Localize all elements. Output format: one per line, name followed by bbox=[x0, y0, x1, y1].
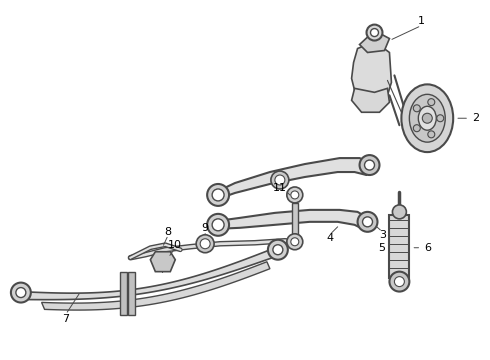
Polygon shape bbox=[218, 158, 371, 199]
Circle shape bbox=[287, 234, 303, 250]
Circle shape bbox=[196, 235, 214, 253]
Text: 1: 1 bbox=[418, 15, 425, 26]
Text: 9: 9 bbox=[201, 223, 209, 233]
Circle shape bbox=[414, 125, 420, 132]
Circle shape bbox=[392, 205, 406, 219]
Circle shape bbox=[212, 219, 224, 231]
Polygon shape bbox=[352, 88, 390, 112]
Polygon shape bbox=[292, 203, 298, 238]
Circle shape bbox=[394, 276, 404, 287]
Circle shape bbox=[367, 24, 383, 41]
Circle shape bbox=[422, 113, 432, 123]
Circle shape bbox=[370, 28, 378, 37]
Circle shape bbox=[428, 99, 435, 105]
Circle shape bbox=[271, 171, 289, 189]
Circle shape bbox=[428, 131, 435, 138]
Polygon shape bbox=[360, 31, 390, 53]
Circle shape bbox=[16, 288, 26, 298]
Text: 3: 3 bbox=[379, 230, 386, 240]
Polygon shape bbox=[42, 262, 270, 310]
Text: 7: 7 bbox=[62, 314, 69, 324]
Circle shape bbox=[414, 105, 420, 112]
Polygon shape bbox=[128, 272, 135, 315]
Circle shape bbox=[363, 217, 372, 227]
Circle shape bbox=[275, 175, 285, 185]
Polygon shape bbox=[121, 272, 127, 315]
Circle shape bbox=[212, 189, 224, 201]
Text: 6: 6 bbox=[424, 243, 431, 253]
Circle shape bbox=[11, 283, 31, 302]
Circle shape bbox=[437, 115, 444, 122]
Circle shape bbox=[291, 238, 299, 246]
Polygon shape bbox=[390, 215, 409, 278]
Circle shape bbox=[200, 239, 210, 249]
Circle shape bbox=[207, 184, 229, 206]
Circle shape bbox=[287, 187, 303, 203]
Ellipse shape bbox=[401, 84, 453, 152]
Circle shape bbox=[360, 155, 379, 175]
Ellipse shape bbox=[409, 94, 445, 142]
Polygon shape bbox=[352, 45, 392, 100]
Text: 8: 8 bbox=[165, 227, 172, 237]
Text: 4: 4 bbox=[326, 233, 333, 243]
Circle shape bbox=[268, 240, 288, 260]
Text: 5: 5 bbox=[378, 243, 385, 253]
Circle shape bbox=[365, 160, 374, 170]
Polygon shape bbox=[19, 247, 281, 300]
Circle shape bbox=[273, 245, 283, 255]
Circle shape bbox=[390, 272, 409, 292]
Ellipse shape bbox=[418, 106, 436, 130]
Text: 11: 11 bbox=[273, 183, 287, 193]
Text: 10: 10 bbox=[168, 240, 182, 250]
Circle shape bbox=[358, 212, 377, 232]
Circle shape bbox=[291, 191, 299, 199]
Circle shape bbox=[207, 214, 229, 236]
Polygon shape bbox=[150, 252, 175, 272]
Text: 2: 2 bbox=[472, 113, 480, 123]
Polygon shape bbox=[218, 210, 369, 230]
